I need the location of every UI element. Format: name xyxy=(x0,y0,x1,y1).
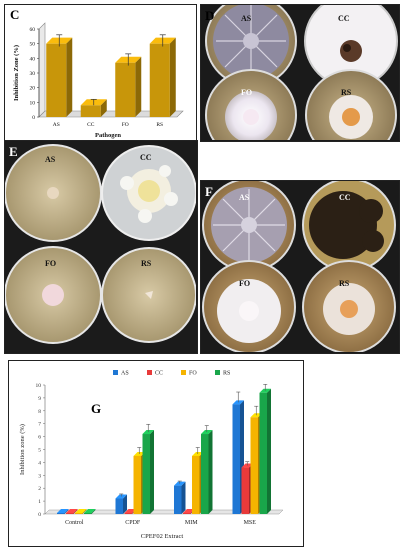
chart-g-legend-swatch-fo xyxy=(181,370,186,375)
chart-g-errorbar-mse-as xyxy=(236,391,241,403)
chart-g-errorbar-mse-cc xyxy=(245,461,250,466)
panel-c-chart: C 0 10 20 30 40 50 60 AS CC FO RS Pathogen Inhibitio… xyxy=(4,4,197,146)
chart-c-ytick-0: 0 xyxy=(32,115,35,121)
chart-c-ytick-3: 30 xyxy=(30,71,36,77)
chart-g-errorbar-mim-rs xyxy=(204,425,209,433)
chart-g-svg: 0 1 2 3 4 5 6 7 8 9 10 AS CC FO RS Control CPDF MIM MSE CPE… xyxy=(19,370,284,540)
chart-g-ytick-6: 6 xyxy=(38,435,41,441)
chart-g-errorbar-cpdf-rs xyxy=(146,423,151,433)
panel-d-photo: D AS CC FO RS xyxy=(200,4,400,142)
chart-g-ytick-5: 5 xyxy=(38,448,41,454)
chart-c-ytick-5: 50 xyxy=(30,42,36,48)
panel-letter-g: G xyxy=(91,401,102,416)
chart-c-xtick-cc: CC xyxy=(87,122,95,128)
chart-g-legend-label-cc: CC xyxy=(155,371,163,377)
chart-g-xlabel: CPEF02 Extract xyxy=(141,533,184,540)
chart-g-ytick-10: 10 xyxy=(36,383,42,389)
chart-c-svg: 0 10 20 30 40 50 60 AS CC FO RS Pathogen Inhibition … xyxy=(13,22,184,139)
chart-g-errorbar-cpdf-fo xyxy=(137,447,142,454)
chart-g-legend: AS CC FO RS xyxy=(113,370,230,377)
panel-letter-d: D xyxy=(205,8,215,23)
chart-g-ylabel: Inhibition zone (%) xyxy=(19,424,26,475)
panel-g-chart: G 0 1 2 3 4 5 6 7 8 9 10 AS CC FO RS Control CPDF MIM MSE C… xyxy=(8,360,304,547)
chart-c-errorbar-cc xyxy=(90,98,97,106)
chart-g-legend-label-rs: RS xyxy=(223,371,230,377)
chart-c-ytick-1: 10 xyxy=(30,100,36,106)
chart-g-errorbar-cpdf-as xyxy=(119,493,124,497)
chart-c-ytick-4: 40 xyxy=(30,56,36,62)
dish-label-e-fo: FO xyxy=(45,259,57,268)
chart-g-bar-mse-rs xyxy=(259,388,271,514)
panel-letter-f: F xyxy=(205,184,213,199)
panel-e-dishes xyxy=(5,144,196,344)
dish-label-f-cc: CC xyxy=(339,193,351,202)
dish-label-e-rs: RS xyxy=(141,259,152,268)
chart-g-bar-cpdf-as xyxy=(115,494,127,514)
dish-label-d-cc: CC xyxy=(338,14,350,23)
dish-label-d-as: AS xyxy=(241,14,252,23)
chart-c-ytick-6: 60 xyxy=(30,27,36,33)
chart-g-ytick-0: 0 xyxy=(38,512,41,518)
chart-g-ytick-9: 9 xyxy=(38,396,41,402)
chart-g-xtick-mim: MIM xyxy=(185,520,198,526)
chart-g-legend-swatch-rs xyxy=(215,370,220,375)
chart-g-legend-label-as: AS xyxy=(121,371,129,377)
chart-g-ytick-3: 3 xyxy=(38,473,41,479)
chart-g-xtick-cpdf: CPDF xyxy=(125,520,141,526)
chart-g-bar-control-rs xyxy=(84,508,96,514)
chart-c-ylabel: Inhibition Zone (%) xyxy=(13,45,20,101)
panel-letter-c: C xyxy=(10,7,20,22)
panel-e-photo: E AS CC FO RS xyxy=(4,140,198,354)
panel-letter-e: E xyxy=(9,144,18,159)
chart-g-legend-swatch-cc xyxy=(147,370,152,375)
chart-c-xtick-as: AS xyxy=(53,122,60,128)
chart-g-ytick-4: 4 xyxy=(38,460,41,466)
panel-d-dishes xyxy=(205,5,398,140)
dish-label-e-as: AS xyxy=(45,155,56,164)
dish-label-f-rs: RS xyxy=(339,279,350,288)
chart-g-bar-mim-as xyxy=(174,481,186,514)
chart-g-xtick-mse: MSE xyxy=(244,520,257,526)
chart-g-ytick-8: 8 xyxy=(38,409,41,415)
dish-label-f-fo: FO xyxy=(239,279,251,288)
chart-g-bar-control-fo xyxy=(75,508,87,514)
chart-c-xtick-fo: FO xyxy=(122,122,129,128)
chart-g-bar-control-as xyxy=(57,508,69,514)
chart-g-errorbar-mim-fo xyxy=(195,447,200,454)
chart-g-ytick-1: 1 xyxy=(38,499,41,505)
dish-label-d-fo: FO xyxy=(241,88,253,97)
chart-g-bar-mim-rs xyxy=(201,430,213,514)
chart-g-errorbar-mse-fo xyxy=(254,405,259,416)
panel-f-photo: F AS CC FO RS xyxy=(200,180,400,354)
chart-g-errorbar-mim-as xyxy=(177,480,182,484)
chart-g-xtick-control: Control xyxy=(65,520,84,526)
chart-c-bar-fo xyxy=(115,56,142,117)
panel-f-dishes xyxy=(202,181,396,352)
chart-c-bar-rs xyxy=(149,37,176,117)
chart-g-legend-swatch-as xyxy=(113,370,118,375)
chart-c-errorbar-fo xyxy=(125,53,132,66)
chart-g-bar-cpdf-rs xyxy=(142,430,154,514)
chart-c-xtick-rs: RS xyxy=(156,122,163,128)
dish-label-e-cc: CC xyxy=(140,153,152,162)
chart-g-ytick-7: 7 xyxy=(38,422,41,428)
dish-label-d-rs: RS xyxy=(341,88,352,97)
chart-c-errorbar-rs xyxy=(159,34,166,47)
chart-c-xlabel: Pathogen xyxy=(95,132,121,139)
chart-g-errorbar-mse-rs xyxy=(263,383,268,391)
chart-c-bar-as xyxy=(46,37,73,117)
chart-g-legend-label-fo: FO xyxy=(189,371,197,377)
dish-label-f-as: AS xyxy=(239,193,250,202)
chart-c-errorbar-as xyxy=(56,34,63,47)
chart-c-ytick-2: 20 xyxy=(30,86,36,92)
chart-g-ytick-2: 2 xyxy=(38,486,41,492)
chart-g-bar-control-cc xyxy=(66,508,78,514)
